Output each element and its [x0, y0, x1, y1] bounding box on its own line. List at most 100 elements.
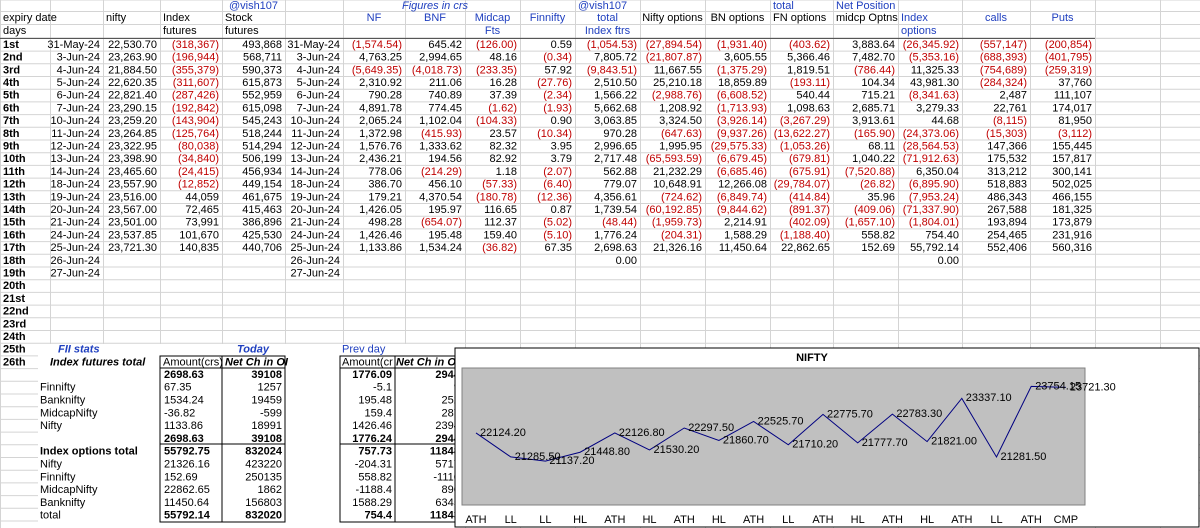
header-cell: Fts [485, 25, 501, 37]
day-label: 13th [3, 191, 26, 203]
data-cell: (126.00) [476, 39, 517, 51]
data-cell: 231,916 [1052, 229, 1092, 241]
data-cell: 2,994.65 [419, 52, 462, 64]
x-tick-label: LL [990, 514, 1002, 526]
data-cell: (284,324) [980, 77, 1027, 89]
data-cell: (5.10) [543, 229, 572, 241]
data-cell: 193,894 [987, 217, 1027, 229]
data-cell: (13,622.27) [774, 128, 830, 140]
data-cell: 44.68 [931, 115, 959, 127]
data-cell: 111,107 [1054, 90, 1092, 102]
data-cell: 267,588 [987, 204, 1027, 216]
header-cell: midcp Optns [836, 12, 898, 24]
data-cell: (3,112) [1058, 128, 1092, 140]
data-cell: 13-Jun-24 [290, 153, 340, 165]
data-cell: (196,944) [172, 52, 219, 64]
column-header: Amount(crs) [163, 356, 223, 368]
data-cell: (557,147) [980, 39, 1027, 51]
day-label: 10th [3, 153, 26, 165]
x-tick-label: ATH [812, 514, 833, 526]
data-cell: 10-Jun-24 [50, 115, 100, 127]
data-cell: 23,537.85 [108, 229, 157, 241]
data-cell: 18-Jun-24 [290, 179, 340, 191]
fii-row-label: total [40, 510, 61, 522]
data-cell: 2,436.21 [359, 153, 402, 165]
data-cell: 19-Jun-24 [50, 191, 100, 203]
fii-title: FII stats [58, 344, 100, 356]
data-cell: 645.42 [428, 39, 462, 51]
data-label: 22775.70 [827, 408, 873, 420]
data-cell: (204.31) [661, 229, 702, 241]
data-cell: (9,844.62) [717, 204, 767, 216]
data-cell: (7,520.88) [845, 166, 895, 178]
data-cell: 498.28 [368, 217, 402, 229]
data-cell: 386,896 [242, 217, 282, 229]
data-label: 21137.20 [549, 455, 594, 467]
data-cell: (6,608.52) [717, 90, 767, 102]
data-cell: (1.93) [543, 102, 572, 114]
fii-cell: 1776.09 [352, 369, 392, 381]
data-label: 22297.50 [688, 422, 734, 434]
fii-row-label: Nifty [40, 459, 63, 471]
fii-cell: 159.4 [364, 407, 392, 419]
data-cell: 3-Jun-24 [297, 52, 340, 64]
fii-row-label: MidcapNifty [40, 484, 98, 496]
day-label: 3rd [3, 64, 20, 76]
fii-cell: 1776.24 [352, 433, 393, 445]
data-cell: 37.39 [489, 90, 517, 102]
data-cell: 31-May-24 [47, 39, 100, 51]
fii-cell: 2698.63 [164, 433, 204, 445]
data-cell: 23,567.00 [108, 204, 157, 216]
day-label: 9th [3, 141, 20, 153]
fii-cell: 832024 [245, 446, 283, 458]
header-cell: expiry date [3, 12, 57, 24]
data-cell: (233.35) [476, 64, 517, 76]
data-cell: 545,243 [242, 115, 282, 127]
data-cell: 12-Jun-24 [50, 141, 100, 153]
day-label: 17th [3, 242, 26, 254]
header-cell: Net Position [836, 0, 895, 12]
data-cell: 3,913.61 [852, 115, 895, 127]
data-cell: 3.95 [551, 141, 572, 153]
data-cell: (403.62) [789, 39, 830, 51]
data-label: 21448.80 [584, 446, 630, 458]
data-cell: 31-May-24 [287, 39, 340, 51]
data-cell: (1,959.73) [652, 217, 702, 229]
data-cell: (6.40) [543, 179, 572, 191]
data-label: 21285.50 [515, 451, 561, 463]
data-cell: 1,739.54 [594, 204, 637, 216]
x-tick-label: ATH [743, 514, 764, 526]
data-cell: 44,059 [185, 191, 219, 203]
header-cell: Puts [1051, 12, 1074, 24]
data-cell: 790.28 [368, 90, 402, 102]
data-cell: 1,566.22 [594, 90, 637, 102]
column-header: Net Ch in OI [225, 356, 289, 368]
header-cell: futures [225, 25, 259, 37]
header-cell: total [597, 12, 618, 24]
data-cell: 3,063.85 [594, 115, 637, 127]
data-cell: (12.36) [537, 191, 572, 203]
data-cell: (409.06) [854, 204, 895, 216]
data-cell: 0.00 [938, 255, 959, 267]
today-label: Today [237, 344, 270, 356]
data-cell: 740.89 [428, 90, 462, 102]
data-cell: 23,322.95 [108, 141, 157, 153]
data-cell: (355,379) [172, 64, 219, 76]
header-cell: Midcap [475, 12, 510, 24]
data-label: 22783.30 [896, 408, 942, 420]
fii-cell: 55792.14 [164, 510, 211, 522]
fii-cell: 1588.29 [352, 497, 392, 509]
fii-cell: 2698.63 [164, 369, 204, 381]
data-cell: 25,210.18 [653, 77, 702, 89]
data-cell: 1.18 [496, 166, 517, 178]
data-cell: 461,675 [242, 191, 282, 203]
data-cell: 2,698.63 [594, 242, 637, 254]
day-label: 24th [3, 331, 26, 343]
data-label: 21860.70 [723, 434, 769, 446]
data-cell: (143,904) [172, 115, 219, 127]
data-cell: (2.07) [543, 166, 572, 178]
data-cell: 5-Jun-24 [57, 77, 100, 89]
data-cell: (0.34) [543, 52, 572, 64]
data-cell: 13-Jun-24 [50, 153, 100, 165]
x-tick-label: ATH [951, 514, 972, 526]
